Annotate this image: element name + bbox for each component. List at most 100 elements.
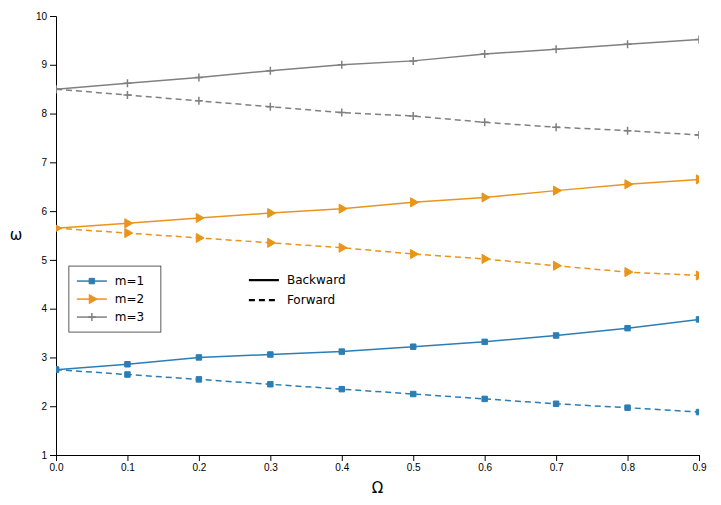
y-tick-mark bbox=[50, 162, 56, 163]
point bbox=[339, 386, 344, 391]
series-markers bbox=[56, 85, 699, 139]
series-markers bbox=[56, 367, 699, 415]
plot-area bbox=[56, 35, 699, 414]
series-line bbox=[56, 89, 699, 135]
x-tick: 0.6 bbox=[478, 455, 492, 473]
y-tick-mark bbox=[50, 211, 56, 212]
point bbox=[624, 127, 632, 135]
x-tick-label: 0.1 bbox=[121, 462, 135, 473]
point bbox=[196, 355, 201, 360]
y-tick-mark bbox=[50, 357, 56, 358]
x-tick-label: 0.2 bbox=[192, 462, 206, 473]
legend-label: m=3 bbox=[115, 310, 144, 324]
legend-label: Backward bbox=[287, 273, 346, 287]
y-axis: 12345678910 bbox=[36, 11, 57, 461]
x-tick-mark bbox=[270, 455, 271, 461]
point bbox=[695, 131, 699, 139]
point bbox=[196, 213, 204, 222]
legend-entry: m=2 bbox=[77, 292, 144, 306]
point bbox=[696, 317, 699, 322]
point bbox=[409, 57, 417, 65]
point bbox=[268, 352, 273, 357]
point bbox=[625, 268, 633, 277]
point bbox=[339, 204, 347, 213]
legend-swatch bbox=[249, 279, 279, 281]
point bbox=[552, 45, 560, 53]
x-axis-title: Ω bbox=[372, 479, 383, 497]
series-markers bbox=[56, 35, 699, 93]
y-tick-label: 4 bbox=[41, 303, 47, 314]
point bbox=[196, 377, 201, 382]
x-tick-mark bbox=[342, 455, 343, 461]
y-tick-mark bbox=[50, 406, 56, 407]
x-tick-label: 0.6 bbox=[478, 462, 492, 473]
x-tick-label: 0.5 bbox=[407, 462, 421, 473]
point bbox=[125, 229, 133, 238]
series-line bbox=[56, 179, 699, 228]
y-tick-label: 5 bbox=[41, 255, 47, 266]
legend: Backward Forward bbox=[249, 273, 346, 307]
x-tick-label: 0.8 bbox=[621, 462, 635, 473]
series-line bbox=[56, 39, 699, 89]
legend-frame bbox=[69, 266, 161, 332]
y-axis-line bbox=[50, 17, 57, 456]
point bbox=[552, 123, 560, 131]
point bbox=[56, 85, 60, 93]
y-tick-label: 2 bbox=[41, 401, 47, 412]
y-tick: 9 bbox=[41, 59, 56, 70]
y-tick-mark bbox=[50, 65, 56, 66]
legend-marker bbox=[89, 295, 97, 304]
x-tick: 0.4 bbox=[335, 455, 349, 473]
point bbox=[339, 243, 347, 252]
y-tick: 4 bbox=[41, 303, 56, 314]
legend-marker bbox=[89, 278, 94, 283]
legend-entry: m=3 bbox=[77, 310, 144, 324]
x-tick-label: 0.0 bbox=[50, 462, 64, 473]
point bbox=[268, 238, 276, 247]
legend-entry: Backward bbox=[249, 273, 346, 287]
y-tick-mark bbox=[50, 309, 56, 310]
y-tick-label: 3 bbox=[41, 352, 47, 363]
point bbox=[625, 180, 633, 189]
x-tick-mark bbox=[628, 455, 629, 461]
point bbox=[695, 35, 699, 43]
y-tick-mark bbox=[50, 455, 56, 456]
point bbox=[696, 271, 699, 280]
x-tick-label: 0.3 bbox=[264, 462, 278, 473]
x-tick-mark bbox=[413, 455, 414, 461]
point bbox=[56, 224, 61, 233]
point bbox=[481, 118, 489, 126]
legend-entry: Forward bbox=[249, 293, 335, 307]
legend-marker bbox=[88, 313, 96, 321]
point bbox=[625, 325, 630, 330]
x-tick-mark bbox=[127, 455, 128, 461]
point bbox=[56, 85, 60, 93]
y-tick: 8 bbox=[41, 108, 56, 119]
point bbox=[125, 219, 133, 228]
point bbox=[410, 344, 415, 349]
y-tick: 3 bbox=[41, 352, 56, 363]
y-tick-label: 10 bbox=[36, 11, 48, 22]
x-tick: 0.9 bbox=[693, 455, 707, 473]
y-tick: 2 bbox=[41, 401, 56, 412]
point bbox=[195, 97, 203, 105]
point bbox=[268, 382, 273, 387]
point bbox=[553, 401, 558, 406]
point bbox=[125, 372, 130, 377]
point bbox=[268, 209, 276, 218]
point bbox=[123, 91, 131, 99]
y-tick-mark bbox=[50, 16, 56, 17]
point bbox=[553, 261, 561, 270]
legend-swatch bbox=[249, 299, 279, 301]
legend-label: Forward bbox=[287, 293, 335, 307]
x-tick-mark bbox=[699, 455, 700, 461]
chart: 0.00.10.20.30.40.50.60.70.80.91234567891… bbox=[0, 0, 721, 505]
x-tick-mark bbox=[199, 455, 200, 461]
point bbox=[696, 175, 699, 184]
point bbox=[409, 112, 417, 120]
point bbox=[482, 396, 487, 401]
point bbox=[56, 224, 61, 233]
x-tick: 0.5 bbox=[407, 455, 421, 473]
x-tick: 0.2 bbox=[192, 455, 206, 473]
point bbox=[553, 186, 561, 195]
